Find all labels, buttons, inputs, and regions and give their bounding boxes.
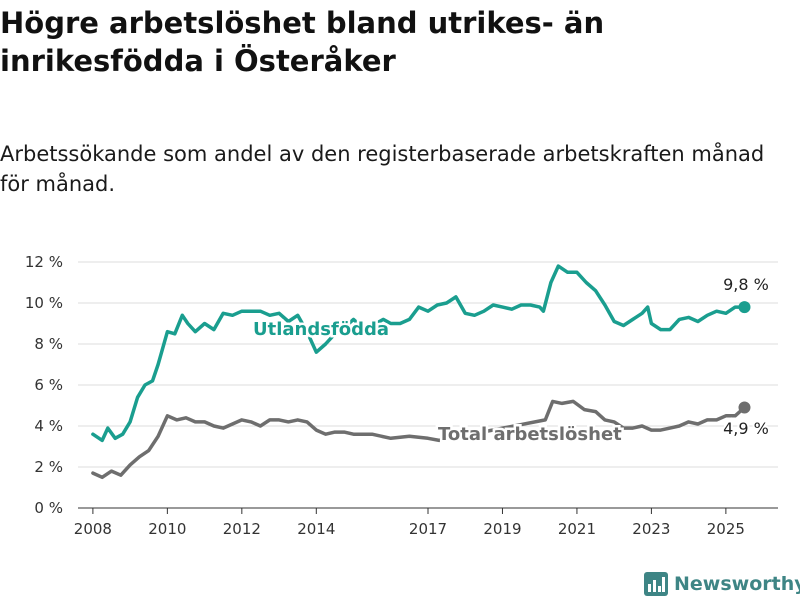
y-tick-label: 4 % — [34, 417, 63, 435]
x-tick-label: 2008 — [74, 520, 112, 538]
y-tick-label: 8 % — [34, 335, 63, 353]
y-tick-label: 12 % — [25, 253, 63, 271]
end-value-total: 4,9 % — [723, 419, 769, 438]
series-line-0 — [91, 264, 747, 443]
x-tick-label: 2014 — [297, 520, 335, 538]
bar-chart-icon — [644, 572, 668, 596]
series-line-1 — [91, 399, 747, 480]
y-tick-label: 10 % — [25, 294, 63, 312]
series-labels: Utlandsfödda Total arbetslöshet 9,8 % 4,9 % — [251, 273, 771, 448]
gridlines — [78, 261, 778, 509]
x-axis: 2008 2010 2012 2014 2017 2019 2021 2023 2025 — [74, 507, 778, 538]
series-label-utlandsfodda: Utlandsfödda — [253, 319, 389, 340]
end-value-utlandsfodda: 9,8 % — [723, 275, 769, 294]
x-tick-label: 2017 — [409, 520, 447, 538]
x-tick-label: 2021 — [558, 520, 596, 538]
y-axis-ticks: 0 % 2 % 4 % 6 % 8 % 10 % 12 % — [25, 253, 63, 517]
x-tick-label: 2023 — [632, 520, 670, 538]
series-lines — [91, 264, 751, 480]
chart-subtitle: Arbetssökande som andel av den registerb… — [0, 142, 765, 196]
series-label-total: Total arbetslöshet — [438, 424, 622, 445]
y-tick-label: 0 % — [34, 499, 63, 517]
x-tick-label: 2019 — [483, 520, 521, 538]
newsworthy-logo: Newsworthy — [644, 569, 800, 599]
chart-title: Högre arbetslöshet bland utrikes- än inr… — [0, 6, 605, 78]
end-point-marker — [738, 301, 751, 314]
x-tick-label: 2012 — [223, 520, 261, 538]
logo-text: Newsworthy — [674, 573, 800, 595]
x-tick-label: 2025 — [707, 520, 745, 538]
end-point-marker — [738, 401, 751, 414]
y-tick-label: 2 % — [34, 458, 63, 476]
x-tick-label: 2010 — [148, 520, 186, 538]
y-tick-label: 6 % — [34, 376, 63, 394]
